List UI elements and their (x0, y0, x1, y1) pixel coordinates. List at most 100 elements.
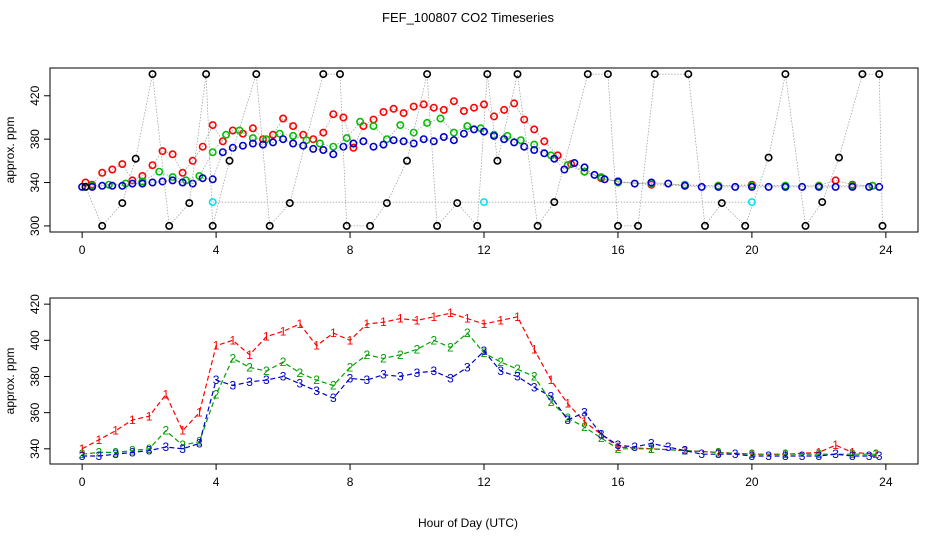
data-point (409, 128, 418, 137)
data-point (98, 181, 107, 190)
series-marker-label: 3 (380, 368, 387, 382)
series-marker-label: 1 (581, 415, 588, 429)
series-connector (82, 129, 880, 188)
data-point (248, 124, 257, 133)
data-point (185, 199, 194, 208)
series-marker-label: 3 (631, 440, 638, 454)
x-tick-label: 24 (879, 243, 893, 257)
data-point (459, 107, 468, 116)
series-marker-label: 3 (363, 373, 370, 387)
series-marker-label: 3 (414, 366, 421, 380)
data-point (764, 182, 773, 191)
x-tick-label: 8 (347, 475, 354, 489)
data-point (208, 221, 217, 230)
y-tick-label: 380 (28, 129, 42, 149)
data-point (647, 178, 656, 187)
series-marker-label: 1 (682, 444, 689, 458)
data-point (148, 161, 157, 170)
series-marker-label: 2 (380, 351, 387, 365)
data-point (469, 125, 478, 134)
data-point (188, 179, 197, 188)
data-point (279, 114, 288, 123)
data-point (155, 167, 164, 176)
data-point (118, 160, 127, 169)
series-marker-label: 3 (866, 449, 873, 463)
series-marker-label: 1 (96, 433, 103, 447)
series-marker-label: 2 (548, 395, 555, 409)
data-point (419, 135, 428, 144)
series-line (82, 350, 880, 457)
data-point (208, 198, 217, 207)
data-point (489, 131, 498, 140)
data-point (550, 198, 559, 207)
series-marker-label: 3 (146, 444, 153, 458)
data-point (533, 221, 542, 230)
data-point (453, 199, 462, 208)
data-point (818, 198, 827, 207)
series-marker-label: 1 (414, 313, 421, 327)
series-marker-label: 2 (363, 348, 370, 362)
series-marker-label: 3 (765, 449, 772, 463)
data-point (570, 159, 579, 168)
series-marker-label: 3 (481, 344, 488, 358)
series-marker-label: 1 (715, 445, 722, 459)
data-point (479, 100, 488, 109)
data-point (342, 221, 351, 230)
series-marker-label: 2 (397, 348, 404, 362)
x-axis: 0 4 8 12 16 20 24 (79, 464, 893, 489)
data-point (319, 128, 328, 137)
data-point (319, 70, 328, 79)
series-marker-label: 2 (497, 355, 504, 369)
x-tick-label: 4 (213, 243, 220, 257)
series-marker-label: 1 (464, 312, 471, 326)
data-point (98, 168, 107, 177)
y-axis: 340 360 380 400 420 (28, 294, 50, 459)
series-marker-label: 3 (682, 444, 689, 458)
series-marker-label: 1 (146, 409, 153, 423)
series-marker-label: 2 (447, 341, 454, 355)
series-marker-label: 2 (313, 373, 320, 387)
data-point (329, 110, 338, 119)
series-marker-label: 3 (196, 436, 203, 450)
y-tick-label: 420 (28, 85, 42, 105)
series-marker-label: 1 (246, 348, 253, 362)
series-marker-label: 1 (548, 373, 555, 387)
y-axis: 300 340 380 420 (28, 85, 50, 236)
y-tick-label: 400 (28, 330, 42, 350)
data-point (731, 182, 740, 191)
data-point (603, 70, 612, 79)
data-point (131, 154, 140, 163)
data-point (459, 129, 468, 138)
series-3 (78, 125, 884, 191)
data-point (650, 70, 659, 79)
data-point (473, 221, 482, 230)
data-point (878, 221, 887, 230)
series-marker-label: 1 (849, 445, 856, 459)
series-marker-label: 2 (564, 411, 571, 425)
series-marker-label: 3 (497, 364, 504, 378)
data-point (550, 154, 559, 163)
data-point (258, 140, 267, 149)
data-point (108, 165, 117, 174)
data-point (108, 181, 117, 190)
data-point (349, 143, 358, 152)
y-tick-label: 360 (28, 402, 42, 422)
series-marker-label: 3 (648, 436, 655, 450)
data-point (118, 181, 127, 190)
series-marker-label: 3 (531, 380, 538, 394)
data-point (319, 146, 328, 155)
data-point (369, 122, 378, 131)
data-point (359, 137, 368, 146)
series-marker-label: 2 (129, 444, 136, 458)
data-point (463, 122, 472, 131)
data-point (590, 170, 599, 179)
series-marker-label: 2 (146, 442, 153, 456)
series-marker-label: 2 (163, 424, 170, 438)
series-marker-label: 2 (414, 342, 421, 356)
data-point (128, 179, 137, 188)
series-marker-label: 2 (648, 442, 655, 456)
x-tick-label: 20 (745, 475, 759, 489)
series-marker-label: 3 (598, 427, 605, 441)
series-marker-label: 2 (598, 431, 605, 445)
series-marker-label: 1 (514, 310, 521, 324)
